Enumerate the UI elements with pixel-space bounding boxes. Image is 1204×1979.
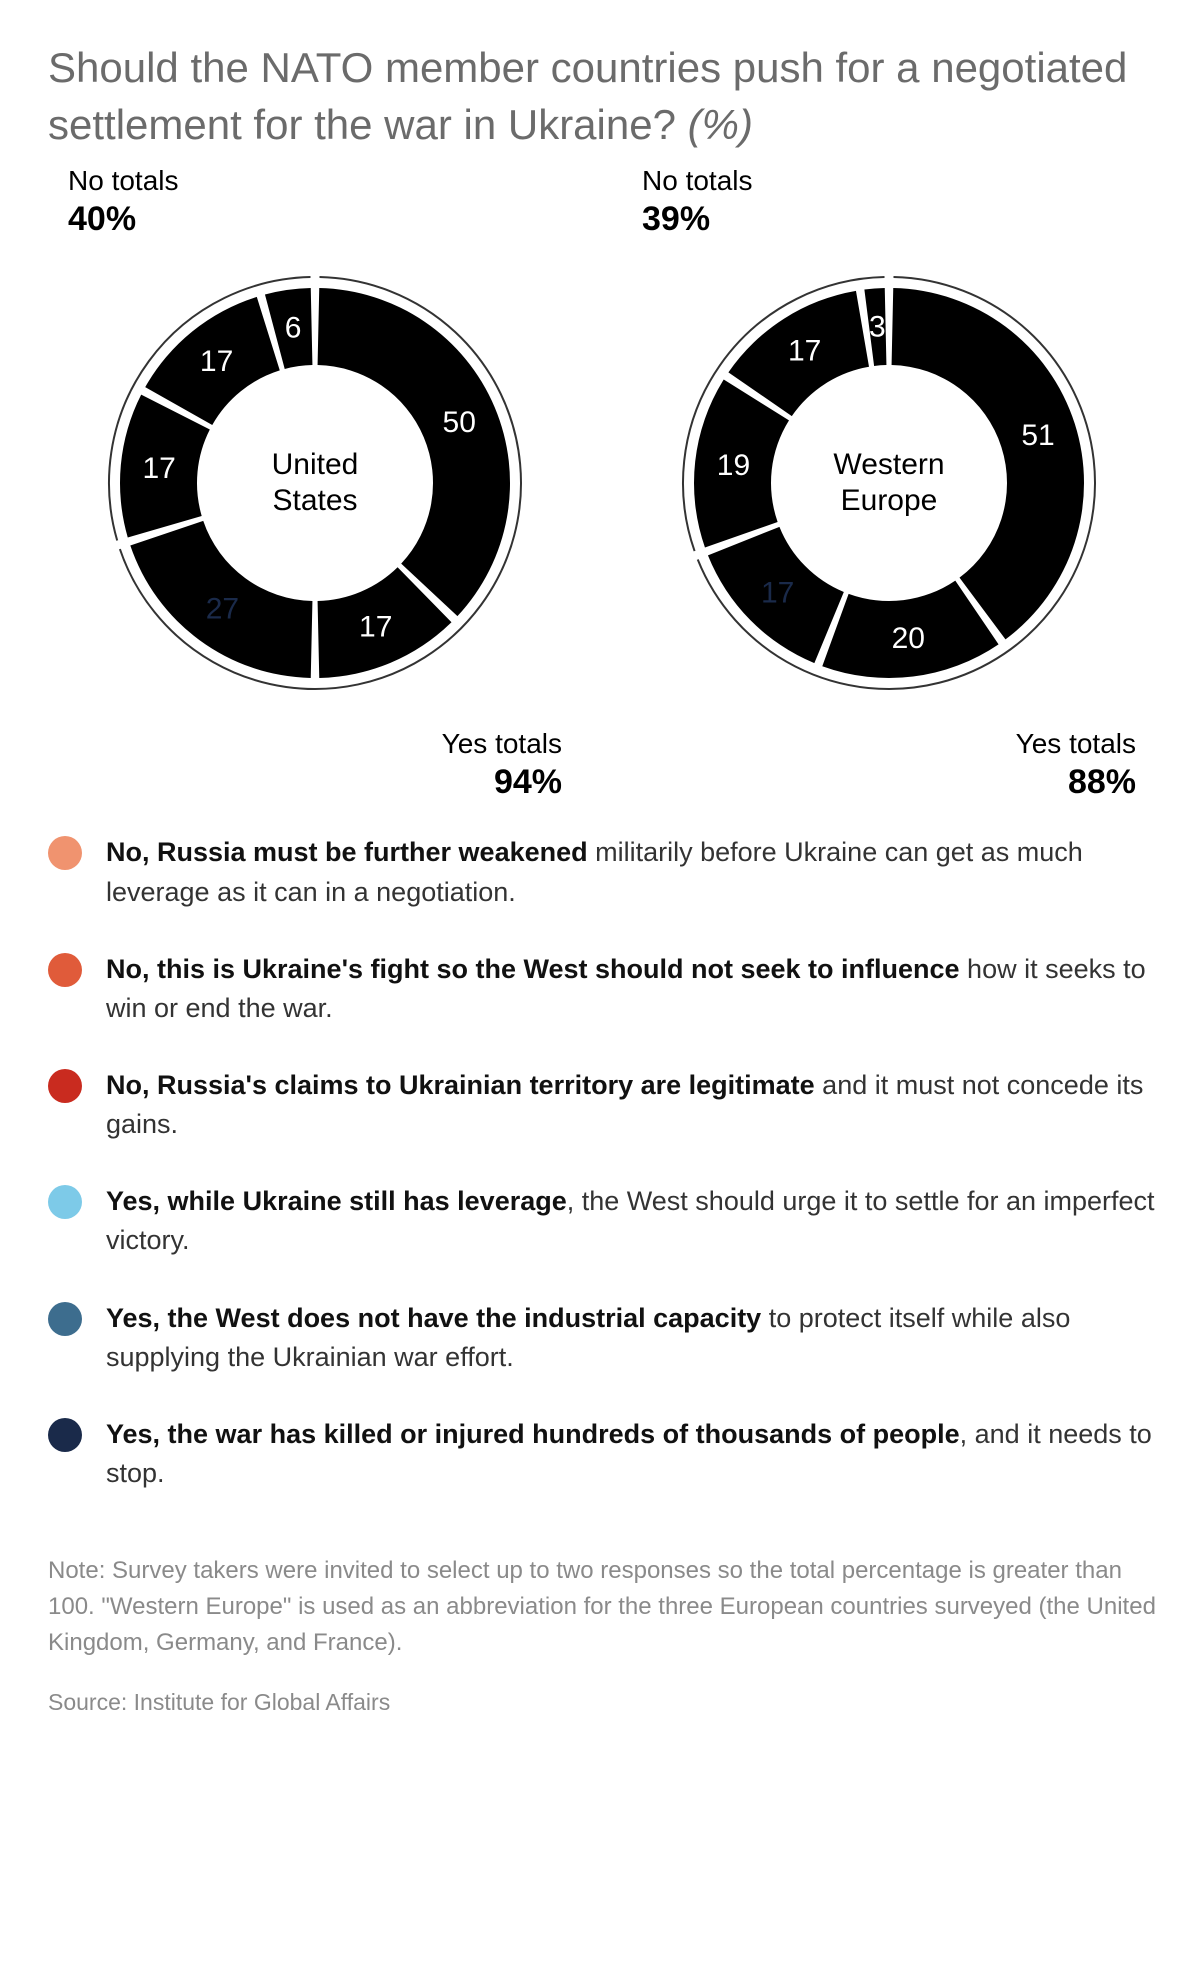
slice-value: 20 [892,622,925,655]
slice-value: 17 [788,335,821,368]
legend-text: Yes, while Ukraine still has leverage, t… [106,1182,1156,1260]
legend-text: No, this is Ukraine's fight so the West … [106,950,1156,1028]
slice-value: 17 [143,452,176,485]
slice-value: 27 [206,593,239,626]
legend-item: No, this is Ukraine's fight so the West … [48,950,1156,1028]
legend-item: No, Russia's claims to Ukrainian territo… [48,1066,1156,1144]
source-line: Source: Institute for Global Affairs [48,1689,1156,1716]
title-main: Should the NATO member countries push fo… [48,44,1127,148]
legend-swatch [48,1185,82,1219]
no-totals-label: No totals40% [68,163,179,241]
slice-value: 17 [200,345,233,378]
legend-item: No, Russia must be further weakened mili… [48,833,1156,911]
charts-row: 50172717176UnitedStatesNo totals40%Yes t… [48,223,1156,743]
slice-value: 6 [285,312,302,345]
slice-value: 50 [443,406,476,439]
legend-swatch [48,953,82,987]
legend-swatch [48,1069,82,1103]
slice-value: 17 [761,577,794,610]
slice-value: 17 [359,611,392,644]
yes-totals-label: Yes totals94% [442,726,562,804]
legend-swatch [48,1418,82,1452]
legend-item: Yes, while Ukraine still has leverage, t… [48,1182,1156,1260]
legend-swatch [48,836,82,870]
legend-swatch [48,1302,82,1336]
yes-totals-label: Yes totals88% [1016,726,1136,804]
chart-title: Should the NATO member countries push fo… [48,40,1156,153]
legend-text: No, Russia must be further weakened mili… [106,833,1156,911]
slice-value: 51 [1021,419,1054,452]
footnote: Note: Survey takers were invited to sele… [48,1553,1156,1661]
legend-text: Yes, the West does not have the industri… [106,1299,1156,1377]
chart-center-label: UnitedStates [272,447,359,519]
legend-text: Yes, the war has killed or injured hundr… [106,1415,1156,1493]
chart-us: 50172717176UnitedStatesNo totals40%Yes t… [48,223,582,743]
title-unit: (%) [688,101,753,148]
chart-we: 51201719173WesternEuropeNo totals39%Yes … [622,223,1156,743]
no-totals-label: No totals39% [642,163,753,241]
legend-item: Yes, the war has killed or injured hundr… [48,1415,1156,1493]
slice-value: 3 [869,311,886,344]
chart-center-label: WesternEurope [833,447,944,519]
legend-item: Yes, the West does not have the industri… [48,1299,1156,1377]
legend-text: No, Russia's claims to Ukrainian territo… [106,1066,1156,1144]
legend: No, Russia must be further weakened mili… [48,833,1156,1493]
slice-value: 19 [717,449,750,482]
